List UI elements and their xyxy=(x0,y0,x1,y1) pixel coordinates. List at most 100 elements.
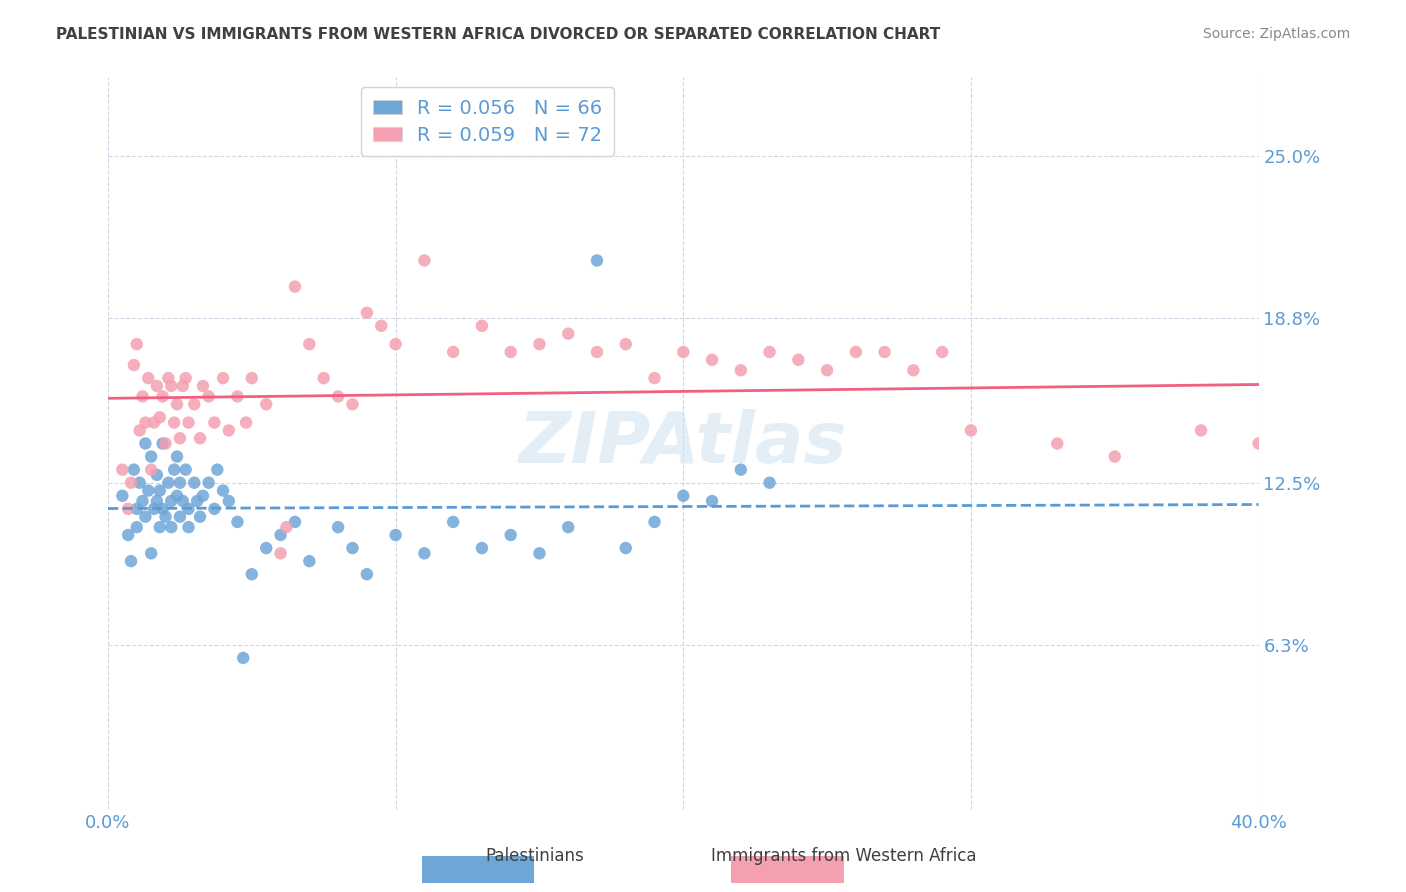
Point xyxy=(188,431,211,445)
Point xyxy=(120,554,142,568)
Point xyxy=(700,352,723,367)
Point xyxy=(155,436,177,450)
Point xyxy=(672,345,695,359)
Text: Source: ZipAtlas.com: Source: ZipAtlas.com xyxy=(1202,27,1350,41)
Point xyxy=(232,651,254,665)
Point xyxy=(177,501,200,516)
Point xyxy=(155,509,177,524)
Point xyxy=(204,416,226,430)
Point xyxy=(146,494,169,508)
Point xyxy=(471,541,494,555)
Point xyxy=(174,462,197,476)
Text: Immigrants from Western Africa: Immigrants from Western Africa xyxy=(711,847,976,865)
Point xyxy=(163,416,186,430)
Point xyxy=(136,371,159,385)
Point xyxy=(169,431,191,445)
Point xyxy=(183,397,205,411)
Point xyxy=(235,416,257,430)
Point xyxy=(298,337,321,351)
Text: Palestinians: Palestinians xyxy=(485,847,583,865)
Point xyxy=(169,475,191,490)
Point xyxy=(529,546,551,560)
Point xyxy=(356,306,378,320)
Point xyxy=(117,528,139,542)
Point xyxy=(240,567,263,582)
Point xyxy=(139,450,162,464)
Point xyxy=(1277,405,1299,419)
Point xyxy=(384,337,406,351)
Point xyxy=(122,358,145,372)
Point xyxy=(342,397,364,411)
Point xyxy=(1391,410,1406,425)
Point xyxy=(160,379,183,393)
Point xyxy=(1334,397,1357,411)
Point xyxy=(131,494,153,508)
Point xyxy=(960,424,983,438)
Point xyxy=(111,489,134,503)
Point xyxy=(413,253,436,268)
Point xyxy=(586,345,609,359)
Point xyxy=(146,467,169,482)
Point xyxy=(557,520,579,534)
Point xyxy=(188,509,211,524)
Point xyxy=(730,462,752,476)
Point xyxy=(212,483,235,498)
Point xyxy=(270,546,292,560)
Point xyxy=(157,371,180,385)
Point xyxy=(163,462,186,476)
Point xyxy=(128,424,150,438)
Point xyxy=(120,475,142,490)
Point xyxy=(166,450,188,464)
Point xyxy=(758,345,780,359)
Point xyxy=(166,397,188,411)
Point xyxy=(441,515,464,529)
Point xyxy=(700,494,723,508)
Point xyxy=(146,379,169,393)
Point xyxy=(149,483,172,498)
Point xyxy=(149,520,172,534)
Point xyxy=(177,416,200,430)
Point xyxy=(125,501,148,516)
Point xyxy=(254,397,277,411)
Point xyxy=(730,363,752,377)
Point xyxy=(212,371,235,385)
Point xyxy=(845,345,868,359)
Point xyxy=(143,416,166,430)
Point xyxy=(169,509,191,524)
Point xyxy=(1046,436,1069,450)
Point xyxy=(284,515,307,529)
Point xyxy=(226,515,249,529)
Point xyxy=(152,389,174,403)
Point xyxy=(134,416,156,430)
Text: PALESTINIAN VS IMMIGRANTS FROM WESTERN AFRICA DIVORCED OR SEPARATED CORRELATION : PALESTINIAN VS IMMIGRANTS FROM WESTERN A… xyxy=(56,27,941,42)
Point xyxy=(117,501,139,516)
Text: ZIPAtlas: ZIPAtlas xyxy=(519,409,848,478)
Point xyxy=(586,253,609,268)
Point xyxy=(160,520,183,534)
Point xyxy=(186,494,208,508)
Point xyxy=(204,501,226,516)
Point xyxy=(614,541,637,555)
Point xyxy=(218,494,240,508)
Point xyxy=(139,546,162,560)
Legend: R = 0.056   N = 66, R = 0.059   N = 72: R = 0.056 N = 66, R = 0.059 N = 72 xyxy=(361,87,614,156)
Point xyxy=(499,528,522,542)
Point xyxy=(226,389,249,403)
Point xyxy=(191,379,214,393)
Point xyxy=(758,475,780,490)
Point xyxy=(441,345,464,359)
Point xyxy=(125,337,148,351)
Point xyxy=(499,345,522,359)
Point xyxy=(207,462,229,476)
Point xyxy=(557,326,579,341)
Point xyxy=(240,371,263,385)
Point xyxy=(276,520,298,534)
Point xyxy=(172,379,194,393)
Point xyxy=(1247,436,1270,450)
Point xyxy=(197,475,219,490)
Point xyxy=(326,389,349,403)
Point xyxy=(471,318,494,333)
Point xyxy=(177,520,200,534)
Point xyxy=(111,462,134,476)
Point xyxy=(160,494,183,508)
